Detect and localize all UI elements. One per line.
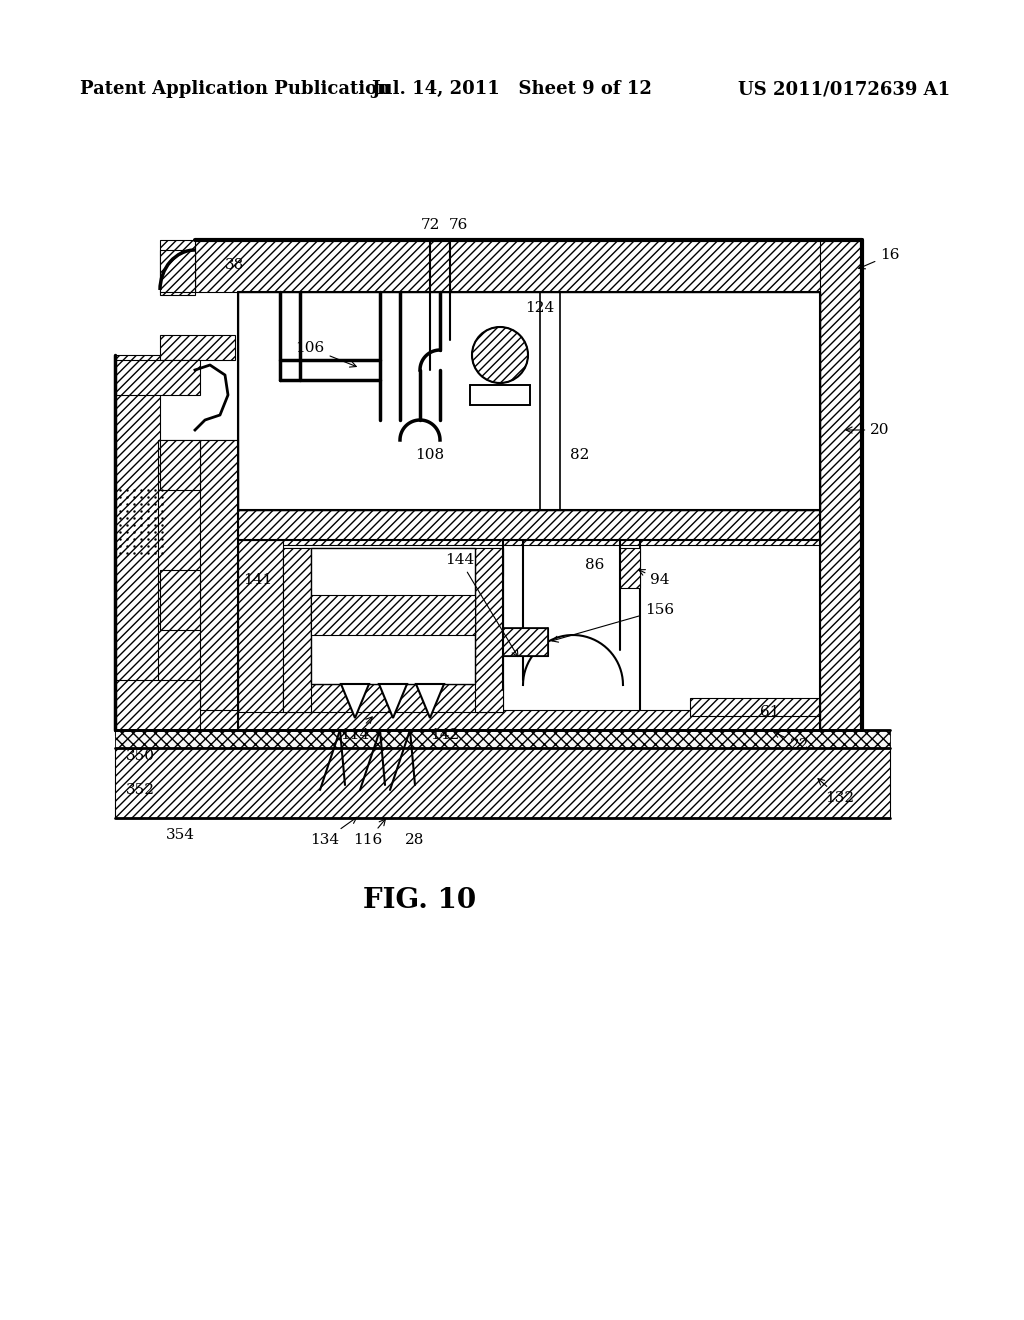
Bar xyxy=(690,698,820,715)
Bar xyxy=(200,440,238,710)
Text: 156: 156 xyxy=(552,603,675,642)
Text: 86: 86 xyxy=(586,558,605,572)
Bar xyxy=(238,292,820,510)
Bar xyxy=(311,595,475,635)
Text: Jul. 14, 2011   Sheet 9 of 12: Jul. 14, 2011 Sheet 9 of 12 xyxy=(372,81,652,98)
Bar xyxy=(283,548,503,576)
Text: FIG. 10: FIG. 10 xyxy=(364,887,476,913)
Bar xyxy=(475,548,503,711)
Polygon shape xyxy=(379,684,407,718)
Bar xyxy=(158,440,238,730)
Polygon shape xyxy=(115,680,200,730)
Bar xyxy=(195,240,860,292)
Text: 94: 94 xyxy=(639,570,670,587)
Polygon shape xyxy=(160,570,200,630)
Text: 114: 114 xyxy=(340,717,373,742)
Bar xyxy=(115,730,890,748)
Text: 124: 124 xyxy=(525,301,555,315)
Text: 20: 20 xyxy=(846,422,890,437)
Bar xyxy=(503,628,548,656)
Bar xyxy=(283,684,503,711)
Polygon shape xyxy=(160,249,195,292)
Circle shape xyxy=(472,327,528,383)
Text: 141: 141 xyxy=(244,573,272,587)
Text: 144: 144 xyxy=(445,553,518,656)
Text: 72: 72 xyxy=(420,218,439,232)
Text: 28: 28 xyxy=(406,833,425,847)
Bar xyxy=(311,548,475,684)
Text: 82: 82 xyxy=(570,447,590,462)
Bar xyxy=(470,385,530,405)
Polygon shape xyxy=(160,335,234,360)
Polygon shape xyxy=(416,684,444,718)
Text: 132: 132 xyxy=(818,779,855,805)
Text: 61: 61 xyxy=(760,705,779,719)
Text: 142: 142 xyxy=(430,729,460,742)
Text: 352: 352 xyxy=(126,783,155,797)
Polygon shape xyxy=(341,684,369,718)
Text: Patent Application Publication: Patent Application Publication xyxy=(80,81,390,98)
Text: 134: 134 xyxy=(310,817,356,847)
Bar xyxy=(195,710,820,733)
Text: 116: 116 xyxy=(353,820,385,847)
Polygon shape xyxy=(115,360,200,395)
Text: 350: 350 xyxy=(126,748,155,763)
Bar xyxy=(160,240,195,294)
Text: 108: 108 xyxy=(416,447,444,462)
Bar xyxy=(283,548,311,711)
Bar xyxy=(115,748,890,818)
Text: 354: 354 xyxy=(166,828,195,842)
Text: US 2011/0172639 A1: US 2011/0172639 A1 xyxy=(738,81,950,98)
Bar xyxy=(238,540,283,711)
Text: 16: 16 xyxy=(859,248,900,269)
Bar xyxy=(234,510,820,545)
Text: 22: 22 xyxy=(773,731,810,752)
Bar xyxy=(820,240,862,735)
Text: 106: 106 xyxy=(295,341,356,367)
Bar xyxy=(620,548,640,587)
Polygon shape xyxy=(160,440,200,490)
Bar xyxy=(115,355,160,735)
Text: 38: 38 xyxy=(225,257,245,272)
Text: 76: 76 xyxy=(449,218,468,232)
